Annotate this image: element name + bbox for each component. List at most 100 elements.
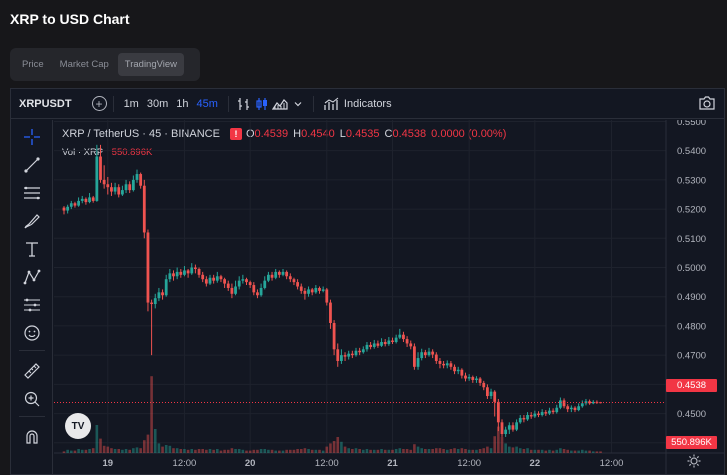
indicators-button[interactable]: Indicators (320, 97, 396, 111)
volume-bar (190, 449, 194, 453)
chevron-down-icon[interactable] (289, 95, 307, 113)
candle-body (292, 279, 296, 283)
interval-45m[interactable]: 45m (196, 97, 218, 110)
fib-icon[interactable] (21, 182, 43, 204)
candle-body (409, 343, 413, 347)
market-closed-flag-icon[interactable]: ! (229, 128, 242, 140)
volume-bar (522, 449, 526, 453)
candle-body (420, 352, 424, 359)
candle-body (179, 271, 183, 275)
volume-bar (526, 448, 529, 453)
pattern-icon[interactable] (21, 266, 43, 288)
candle-body (95, 156, 99, 201)
volume-bar (216, 449, 219, 453)
symbol-search-button[interactable]: XRPUSDT (19, 97, 72, 110)
candle-body (522, 417, 526, 420)
emoji-icon[interactable] (21, 322, 43, 344)
compare-add-icon[interactable]: + (91, 96, 107, 111)
volume-bar (420, 448, 423, 453)
candle-body (365, 344, 369, 350)
volume-bar (471, 449, 475, 453)
candle-body (537, 413, 540, 416)
brush-icon[interactable] (21, 210, 43, 232)
candle-body (69, 203, 73, 207)
volume-bar (205, 449, 208, 453)
ruler-icon[interactable] (21, 360, 43, 382)
tab-market-cap[interactable]: Market Cap (59, 59, 109, 70)
candle-body (197, 268, 201, 275)
interval-30m[interactable]: 30m (146, 97, 169, 110)
volume-bar (292, 449, 296, 453)
candle-body (186, 270, 190, 274)
candle-body (350, 353, 354, 356)
volume-bar (285, 449, 288, 453)
price-chart[interactable]: 0.5500 0.5400 0.5300 0.5200 0.5100 0.5000 0.49… (54, 120, 724, 474)
candle-body (208, 277, 212, 284)
legend-low-label: L (339, 128, 346, 140)
candle-body (62, 207, 66, 211)
candles-style-icon[interactable] (253, 95, 271, 113)
volume-bar (537, 449, 540, 453)
volume-bar (591, 451, 595, 453)
text-icon[interactable] (21, 238, 43, 260)
candle-body (372, 343, 376, 347)
volume-bar (588, 450, 591, 453)
volume-bar (99, 438, 102, 453)
volume-bar (88, 449, 91, 453)
volume-bar (197, 449, 201, 453)
volume-bar (256, 449, 259, 453)
legend-close-label: C (384, 128, 393, 140)
zoom-icon[interactable] (21, 388, 43, 410)
volume-bar (493, 436, 496, 453)
candle-body (475, 378, 478, 380)
x-tick-label: 12:00 (600, 458, 624, 469)
volume-bar (84, 449, 88, 453)
candle-body (66, 206, 70, 211)
candle-body (259, 287, 263, 296)
gear-icon[interactable] (687, 454, 701, 473)
toolbar-divider (312, 95, 314, 112)
candle-body (562, 400, 566, 407)
bars-style-icon[interactable] (235, 95, 253, 113)
volume-bar (164, 445, 168, 453)
volume-bar (157, 443, 161, 453)
x-tick-label: 12:00 (315, 458, 339, 469)
volume-bar (343, 446, 347, 453)
camera-icon[interactable] (698, 95, 716, 114)
candle-body (88, 197, 91, 203)
volume-bar (80, 449, 84, 453)
magnet-icon[interactable] (21, 426, 43, 448)
candle-body (369, 344, 372, 347)
interval-1h[interactable]: 1h (176, 97, 189, 110)
candle-body (507, 425, 511, 430)
volume-bar (405, 449, 409, 453)
candle-body (128, 184, 132, 191)
x-tick-label: 12:00 (173, 458, 197, 469)
tab-tradingview[interactable]: TradingView (117, 53, 185, 76)
candle-body (504, 429, 508, 435)
volume-bar (128, 449, 131, 453)
crosshair-icon[interactable] (21, 126, 43, 148)
volume-bar (518, 448, 522, 453)
candle-body (121, 190, 124, 195)
candle-body (212, 277, 216, 281)
candle-body (142, 185, 146, 233)
trend-line-icon[interactable] (21, 154, 43, 176)
area-style-icon[interactable] (271, 95, 289, 113)
indicators-icon (324, 97, 339, 110)
volume-bar (172, 448, 175, 453)
volume-bar (515, 446, 518, 453)
candle-body (256, 292, 259, 296)
tab-price[interactable]: Price (22, 59, 44, 70)
candle-body (91, 197, 95, 201)
volume-legend-label: Vol · XRP (62, 147, 104, 158)
candle-body (113, 187, 117, 192)
candle-body (464, 375, 467, 379)
x-tick-label: 20 (245, 458, 256, 469)
interval-1m[interactable]: 1m (123, 97, 139, 110)
candle-body (405, 339, 409, 344)
volume-bar (551, 450, 555, 453)
projection-icon[interactable] (21, 294, 43, 316)
tradingview-logo[interactable]: TV (65, 413, 91, 439)
volume-bar (489, 448, 493, 453)
